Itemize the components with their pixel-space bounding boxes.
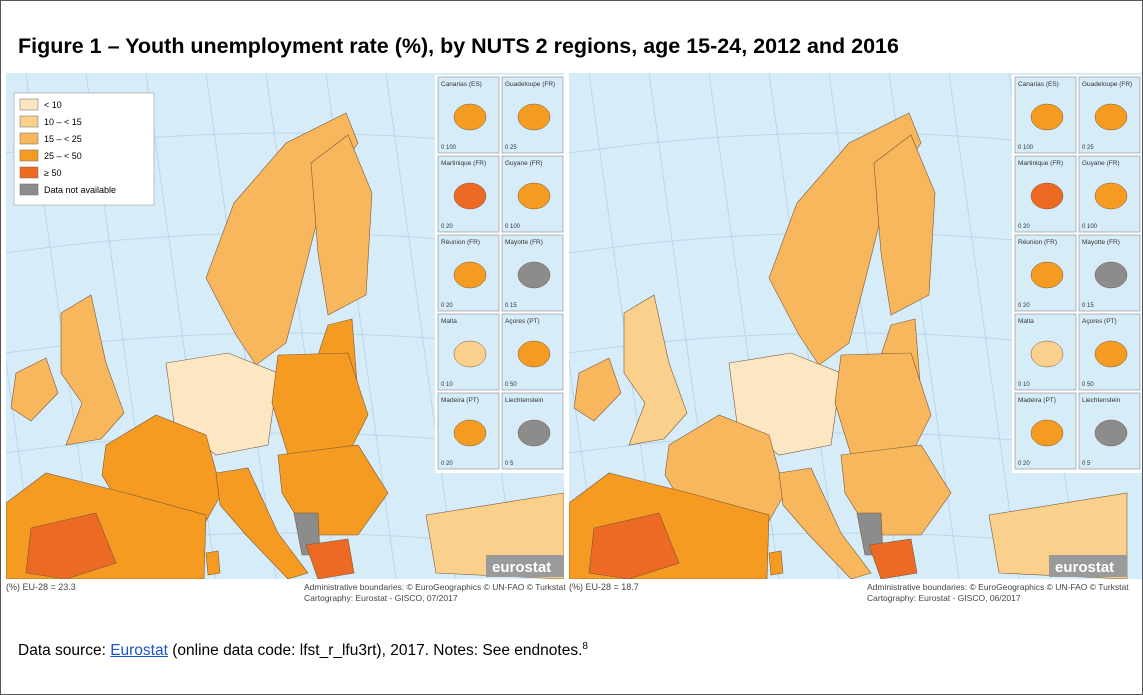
- figure-title: Figure 1 – Youth unemployment rate (%), …: [18, 34, 899, 59]
- inset-region: [454, 262, 486, 288]
- inset-region: [1031, 183, 1063, 209]
- inset-label: Réunion (FR): [441, 239, 480, 246]
- legend-label: 25 – < 50: [44, 151, 82, 161]
- inset-label: Açores (PT): [1082, 318, 1117, 325]
- inset-label: Malta: [441, 318, 457, 325]
- inset-scale: 0 100: [1082, 224, 1098, 230]
- credit-line: Cartography: Eurostat - GISCO, 07/2017: [304, 593, 566, 604]
- eu-average: (%) EU-28 = 23.3: [6, 582, 76, 592]
- eu-average: (%) EU-28 = 18.7: [569, 582, 639, 592]
- inset-region: [454, 420, 486, 446]
- legend-swatch: [20, 133, 38, 144]
- source-prefix: Data source:: [18, 642, 110, 659]
- source-text: (online data code: lfst_r_lfu3rt), 2017.…: [168, 642, 582, 659]
- inset-region: [1031, 420, 1063, 446]
- inset-label: Guadeloupe (FR): [505, 81, 555, 88]
- inset-label: Guyane (FR): [1082, 160, 1120, 167]
- inset-label: Mayotte (FR): [505, 239, 543, 246]
- logo: eurostat: [1055, 559, 1114, 576]
- legend-label: Data not available: [44, 185, 116, 195]
- inset-scale: 0 20: [441, 461, 453, 467]
- inset-scale: 0 20: [1018, 461, 1030, 467]
- inset-scale: 0 25: [1082, 145, 1094, 151]
- inset-scale: 0 5: [1082, 461, 1091, 467]
- inset-scale: 0 100: [441, 145, 457, 151]
- inset-scale: 0 20: [1018, 224, 1030, 230]
- credit-line: Administrative boundaries: © EuroGeograp…: [867, 582, 1129, 593]
- legend-label: 15 – < 25: [44, 134, 82, 144]
- inset-scale: 0 20: [1018, 303, 1030, 309]
- inset-region: [1095, 262, 1127, 288]
- inset-region: [1095, 183, 1127, 209]
- credit-line: Cartography: Eurostat - GISCO, 06/2017: [867, 593, 1129, 604]
- inset-region: [518, 341, 550, 367]
- region: [769, 551, 783, 575]
- inset-region: [1031, 104, 1063, 130]
- inset-label: Martinique (FR): [441, 160, 486, 167]
- inset-region: [518, 420, 550, 446]
- inset-label: Guadeloupe (FR): [1082, 81, 1132, 88]
- inset-scale: 0 20: [441, 303, 453, 309]
- legend-label: ≥ 50: [44, 168, 61, 178]
- inset-region: [1095, 341, 1127, 367]
- inset-label: Réunion (FR): [1018, 239, 1057, 246]
- credits: Administrative boundaries: © EuroGeograp…: [304, 582, 566, 604]
- inset-region: [518, 104, 550, 130]
- inset-scale: 0 100: [505, 224, 521, 230]
- region: [206, 551, 220, 575]
- inset-scale: 0 15: [1082, 303, 1094, 309]
- endnote-ref: 8: [582, 641, 588, 652]
- map-panel: < 10 10 – < 15 15 – < 25 25 – < 50 ≥ 50 Data …: [6, 73, 564, 579]
- figure: Figure 1 – Youth unemployment rate (%), …: [0, 0, 1143, 695]
- source-link[interactable]: Eurostat: [110, 642, 168, 659]
- inset-scale: 0 50: [1082, 382, 1094, 388]
- logo: eurostat: [492, 559, 551, 576]
- inset-region: [518, 262, 550, 288]
- inset-label: Madeira (PT): [1018, 397, 1056, 404]
- inset-label: Malta: [1018, 318, 1034, 325]
- legend-swatch: [20, 99, 38, 110]
- inset-scale: 0 100: [1018, 145, 1034, 151]
- data-source: Data source: Eurostat (online data code:…: [18, 641, 588, 660]
- legend-swatch: [20, 184, 38, 195]
- inset-scale: 0 10: [1018, 382, 1030, 388]
- inset-scale: 0 15: [505, 303, 517, 309]
- map-panel: Canarias (ES) 0 100 Guadeloupe (FR) 0 25 Mar…: [569, 73, 1143, 579]
- inset-scale: 0 10: [441, 382, 453, 388]
- inset-region: [1095, 104, 1127, 130]
- legend-label: < 10: [44, 100, 62, 110]
- inset-label: Madeira (PT): [441, 397, 479, 404]
- inset-label: Guyane (FR): [505, 160, 543, 167]
- credit-line: Administrative boundaries: © EuroGeograp…: [304, 582, 566, 593]
- inset-region: [1095, 420, 1127, 446]
- inset-scale: 0 50: [505, 382, 517, 388]
- credits: Administrative boundaries: © EuroGeograp…: [867, 582, 1129, 604]
- inset-label: Martinique (FR): [1018, 160, 1063, 167]
- inset-label: Canarias (ES): [441, 81, 482, 88]
- inset-label: Mayotte (FR): [1082, 239, 1120, 246]
- inset-region: [454, 104, 486, 130]
- inset-scale: 0 25: [505, 145, 517, 151]
- legend-label: 10 – < 15: [44, 117, 82, 127]
- inset-label: Açores (PT): [505, 318, 540, 325]
- inset-label: Liechtenstein: [505, 397, 544, 404]
- inset-label: Canarias (ES): [1018, 81, 1059, 88]
- inset-scale: 0 5: [505, 461, 514, 467]
- legend-swatch: [20, 167, 38, 178]
- inset-region: [518, 183, 550, 209]
- inset-label: Liechtenstein: [1082, 397, 1121, 404]
- legend-swatch: [20, 116, 38, 127]
- inset-scale: 0 20: [441, 224, 453, 230]
- inset-region: [1031, 262, 1063, 288]
- inset-region: [1031, 341, 1063, 367]
- legend-swatch: [20, 150, 38, 161]
- inset-region: [454, 183, 486, 209]
- inset-region: [454, 341, 486, 367]
